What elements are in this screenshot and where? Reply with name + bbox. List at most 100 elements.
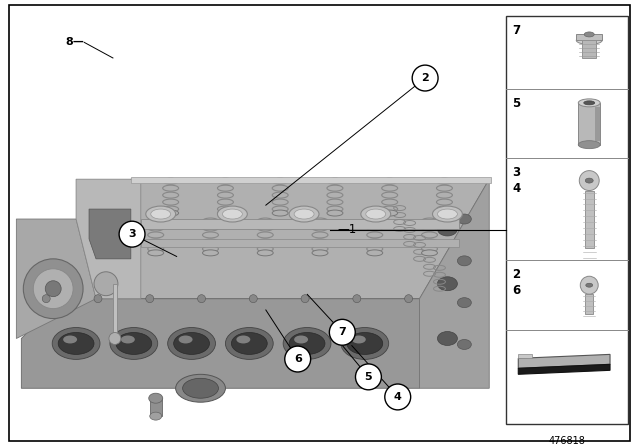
Text: 6: 6 [294,354,301,364]
Circle shape [404,295,413,303]
Bar [113,284,117,339]
Ellipse shape [458,256,471,266]
Ellipse shape [232,332,268,354]
Ellipse shape [579,141,600,149]
Bar [141,219,460,229]
Text: —1: —1 [338,223,357,236]
Circle shape [119,221,145,247]
Circle shape [301,295,309,303]
Circle shape [94,295,102,303]
Ellipse shape [182,378,218,398]
Ellipse shape [175,375,225,402]
Circle shape [45,281,61,297]
Bar [582,40,596,58]
Ellipse shape [584,32,594,37]
Circle shape [580,276,598,294]
Ellipse shape [168,327,216,359]
Ellipse shape [458,297,471,308]
Bar [579,103,600,145]
Ellipse shape [116,332,152,354]
Circle shape [355,364,381,390]
Ellipse shape [341,327,388,359]
Ellipse shape [438,332,458,345]
Ellipse shape [458,340,471,349]
Text: 476818: 476818 [548,435,586,446]
Ellipse shape [438,277,458,291]
Ellipse shape [148,393,163,403]
Ellipse shape [272,210,288,216]
Polygon shape [17,219,96,339]
Circle shape [146,295,154,303]
Ellipse shape [148,250,164,256]
Polygon shape [518,354,610,368]
Ellipse shape [151,209,171,219]
Polygon shape [76,179,141,299]
Ellipse shape [347,332,383,354]
Circle shape [579,171,599,190]
Text: 6: 6 [512,284,520,297]
Circle shape [42,295,50,303]
Ellipse shape [146,206,175,222]
Ellipse shape [294,209,314,219]
Ellipse shape [150,412,162,420]
Ellipse shape [361,206,390,222]
Text: 3: 3 [128,229,136,239]
Text: 2: 2 [512,268,520,281]
Text: 8—: 8— [65,37,84,47]
Ellipse shape [438,222,458,236]
Ellipse shape [381,210,397,216]
Ellipse shape [283,327,331,359]
Polygon shape [518,354,532,358]
Ellipse shape [584,101,595,105]
Circle shape [94,272,118,296]
Ellipse shape [163,210,179,216]
Ellipse shape [225,327,273,359]
Bar [141,239,460,247]
Ellipse shape [110,327,157,359]
Text: 7: 7 [339,327,346,337]
Bar [585,190,594,248]
Circle shape [330,319,355,345]
Ellipse shape [366,209,386,219]
Ellipse shape [367,250,383,256]
Ellipse shape [576,36,602,44]
Ellipse shape [63,336,77,344]
Ellipse shape [436,210,452,216]
Text: 4: 4 [512,182,520,195]
Text: 5: 5 [365,372,372,382]
Bar [131,177,492,183]
Ellipse shape [433,206,462,222]
Polygon shape [420,179,489,388]
Ellipse shape [179,336,193,344]
Ellipse shape [121,336,135,344]
Ellipse shape [327,210,343,216]
Ellipse shape [173,332,209,354]
Ellipse shape [422,250,438,256]
Text: 5: 5 [512,97,520,110]
Ellipse shape [58,332,94,354]
Circle shape [250,295,257,303]
Polygon shape [61,179,489,299]
Ellipse shape [352,336,366,344]
Circle shape [23,259,83,319]
Ellipse shape [458,214,471,224]
Bar [576,34,602,40]
Circle shape [385,384,411,410]
Text: 4: 4 [394,392,402,402]
Text: 7: 7 [512,24,520,37]
Text: 2: 2 [421,73,429,83]
Circle shape [109,332,121,345]
Text: 3: 3 [512,166,520,179]
Bar [595,107,600,141]
Polygon shape [21,299,420,388]
Circle shape [353,295,361,303]
Ellipse shape [257,250,273,256]
Ellipse shape [218,206,247,222]
Ellipse shape [52,327,100,359]
Circle shape [412,65,438,91]
Ellipse shape [236,336,250,344]
Ellipse shape [438,209,458,219]
Bar [585,294,593,314]
Circle shape [198,295,205,303]
Ellipse shape [312,250,328,256]
